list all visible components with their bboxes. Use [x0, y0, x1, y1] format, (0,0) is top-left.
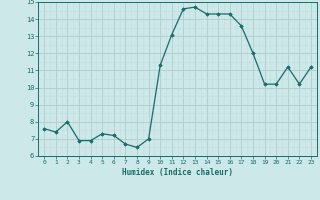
X-axis label: Humidex (Indice chaleur): Humidex (Indice chaleur) [122, 168, 233, 177]
